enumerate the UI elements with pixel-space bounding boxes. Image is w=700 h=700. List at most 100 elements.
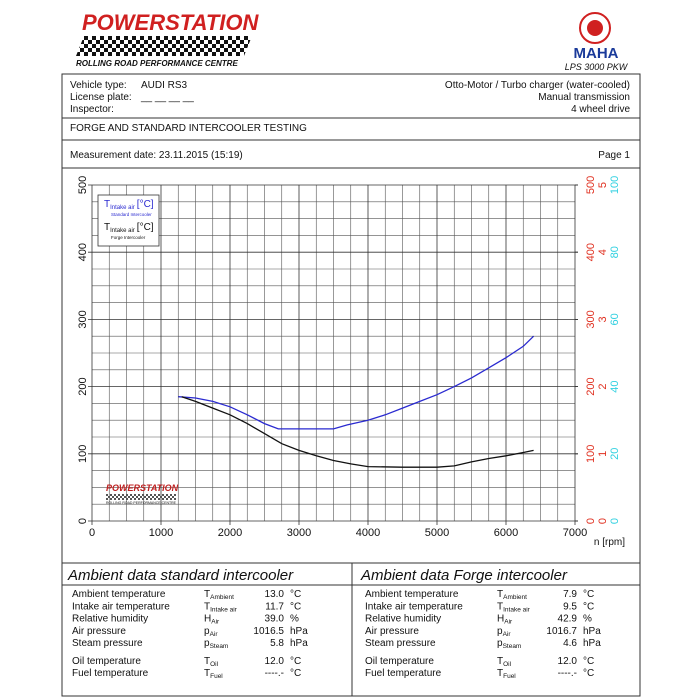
right-tick-label: 100 [609, 176, 621, 194]
row-unit: hPa [583, 638, 601, 649]
text-part: Steam [210, 643, 229, 650]
x-tick-label: 6000 [494, 527, 518, 539]
row-unit: °C [290, 601, 301, 612]
row-symbol: pSteam [497, 638, 521, 650]
chart: 0 1000 2000 3000 4000 5000 6000 700001002003004… [77, 176, 625, 548]
row-value: 42.9 [558, 614, 578, 625]
info-value: AUDI RS3 [141, 80, 188, 91]
row-symbol: TFuel [204, 668, 223, 680]
brand-sub: ROLLING ROAD PERFORMANCE CENTRE [76, 59, 238, 68]
row-symbol: TIntake air [497, 601, 531, 613]
text-part: Fuel [210, 673, 223, 680]
text-part: Intake air [110, 228, 135, 234]
text-part: Intake air [110, 205, 135, 211]
row-symbol: HAir [204, 614, 220, 626]
frame [61, 73, 641, 697]
row-symbol: TAmbient [497, 589, 527, 601]
right-tick-label: 500 [585, 176, 597, 194]
right-tick-label: 0 [585, 518, 597, 524]
row-value: 12.0 [558, 656, 578, 667]
y-tick-label: 400 [77, 243, 89, 261]
right-tick-label: 400 [585, 243, 597, 261]
row-unit: °C [290, 668, 301, 679]
right-tick-label: 1 [597, 451, 609, 457]
row-unit: hPa [290, 638, 308, 649]
text-part: T [204, 589, 210, 600]
row-symbol: HAir [497, 614, 513, 626]
text-part: T [104, 199, 110, 210]
right-tick-label: 3 [597, 316, 609, 322]
text-part: [°C] [137, 199, 154, 210]
info-right: 4 wheel drive [571, 104, 630, 115]
row-value: 9.5 [563, 601, 577, 612]
text-part: Air [503, 631, 512, 638]
text-part: p [497, 638, 503, 649]
text-part: Steam [503, 643, 522, 650]
maker: MAHA [574, 45, 619, 62]
info-value: __ __ __ __ [140, 92, 194, 103]
text-part: p [497, 626, 503, 637]
table-title: Ambient data Forge intercooler [360, 567, 568, 584]
row-unit: °C [290, 589, 301, 600]
brand: POWERSTATION [82, 10, 260, 35]
y-tick-label: 0 [77, 518, 89, 524]
text-part: [°C] [137, 222, 154, 233]
row-label: Air pressure [365, 626, 419, 637]
info-right: Manual transmission [538, 92, 630, 103]
info-label: Vehicle type: [70, 80, 127, 91]
row-value: 7.9 [563, 589, 577, 600]
right-tick-label: 4 [597, 249, 609, 255]
x-tick-label: 0 [89, 527, 95, 539]
info-label: Inspector: [70, 104, 114, 115]
text-part: Ambient [210, 594, 234, 601]
row-label: Steam pressure [72, 638, 143, 649]
maha-gear-center [587, 20, 603, 36]
test-title: FORGE AND STANDARD INTERCOOLER TESTING [70, 123, 307, 134]
row-label: Oil temperature [365, 656, 434, 667]
right-tick-label: 20 [609, 448, 621, 460]
text-part: p [204, 638, 210, 649]
measurement: Measurement date: 23.11.2015 (15:19) [70, 150, 243, 161]
y-tick-label: 200 [77, 377, 89, 395]
row-value: ----.- [265, 668, 284, 679]
text-part: T [204, 656, 210, 667]
row-value: 5.8 [270, 638, 284, 649]
text-part: T [497, 656, 503, 667]
text-part: Air [210, 631, 219, 638]
y-tick-label: 100 [77, 445, 89, 463]
info-label: License plate: [70, 92, 132, 103]
text-part: T [497, 668, 503, 679]
text-part: T [204, 601, 210, 612]
row-unit: hPa [290, 626, 308, 637]
table-title: Ambient data standard intercooler [67, 567, 294, 584]
text-part: p [204, 626, 210, 637]
row-label: Air pressure [72, 626, 126, 637]
series-line [178, 335, 535, 430]
text-part: H [497, 614, 504, 625]
right-tick-label: 0 [597, 518, 609, 524]
flag [76, 36, 252, 56]
row-symbol: TIntake air [204, 601, 238, 613]
y-tick-label: 300 [77, 310, 89, 328]
text-part: Oil [210, 661, 219, 668]
row-value: ----.- [558, 668, 577, 679]
row-symbol: pAir [497, 626, 511, 638]
row-value: 1016.5 [253, 626, 284, 637]
legend-note: Standard Intercooler [111, 212, 152, 217]
row-label: Intake air temperature [72, 601, 170, 612]
watermark-flag [106, 494, 176, 500]
row-label: Intake air temperature [365, 601, 463, 612]
row-symbol: TOil [204, 656, 219, 668]
row-label: Steam pressure [365, 638, 436, 649]
row-symbol: pAir [204, 626, 218, 638]
row-unit: % [583, 614, 592, 625]
text-part: T [497, 589, 503, 600]
row-symbol: TFuel [497, 668, 516, 680]
row-value: 12.0 [265, 656, 285, 667]
x-tick-label: 1000 [149, 527, 173, 539]
right-tick-label: 5 [597, 182, 609, 188]
text-part: Oil [503, 661, 512, 668]
right-tick-label: 80 [609, 246, 621, 258]
row-symbol: TOil [497, 656, 512, 668]
text-part: Air [504, 619, 513, 626]
